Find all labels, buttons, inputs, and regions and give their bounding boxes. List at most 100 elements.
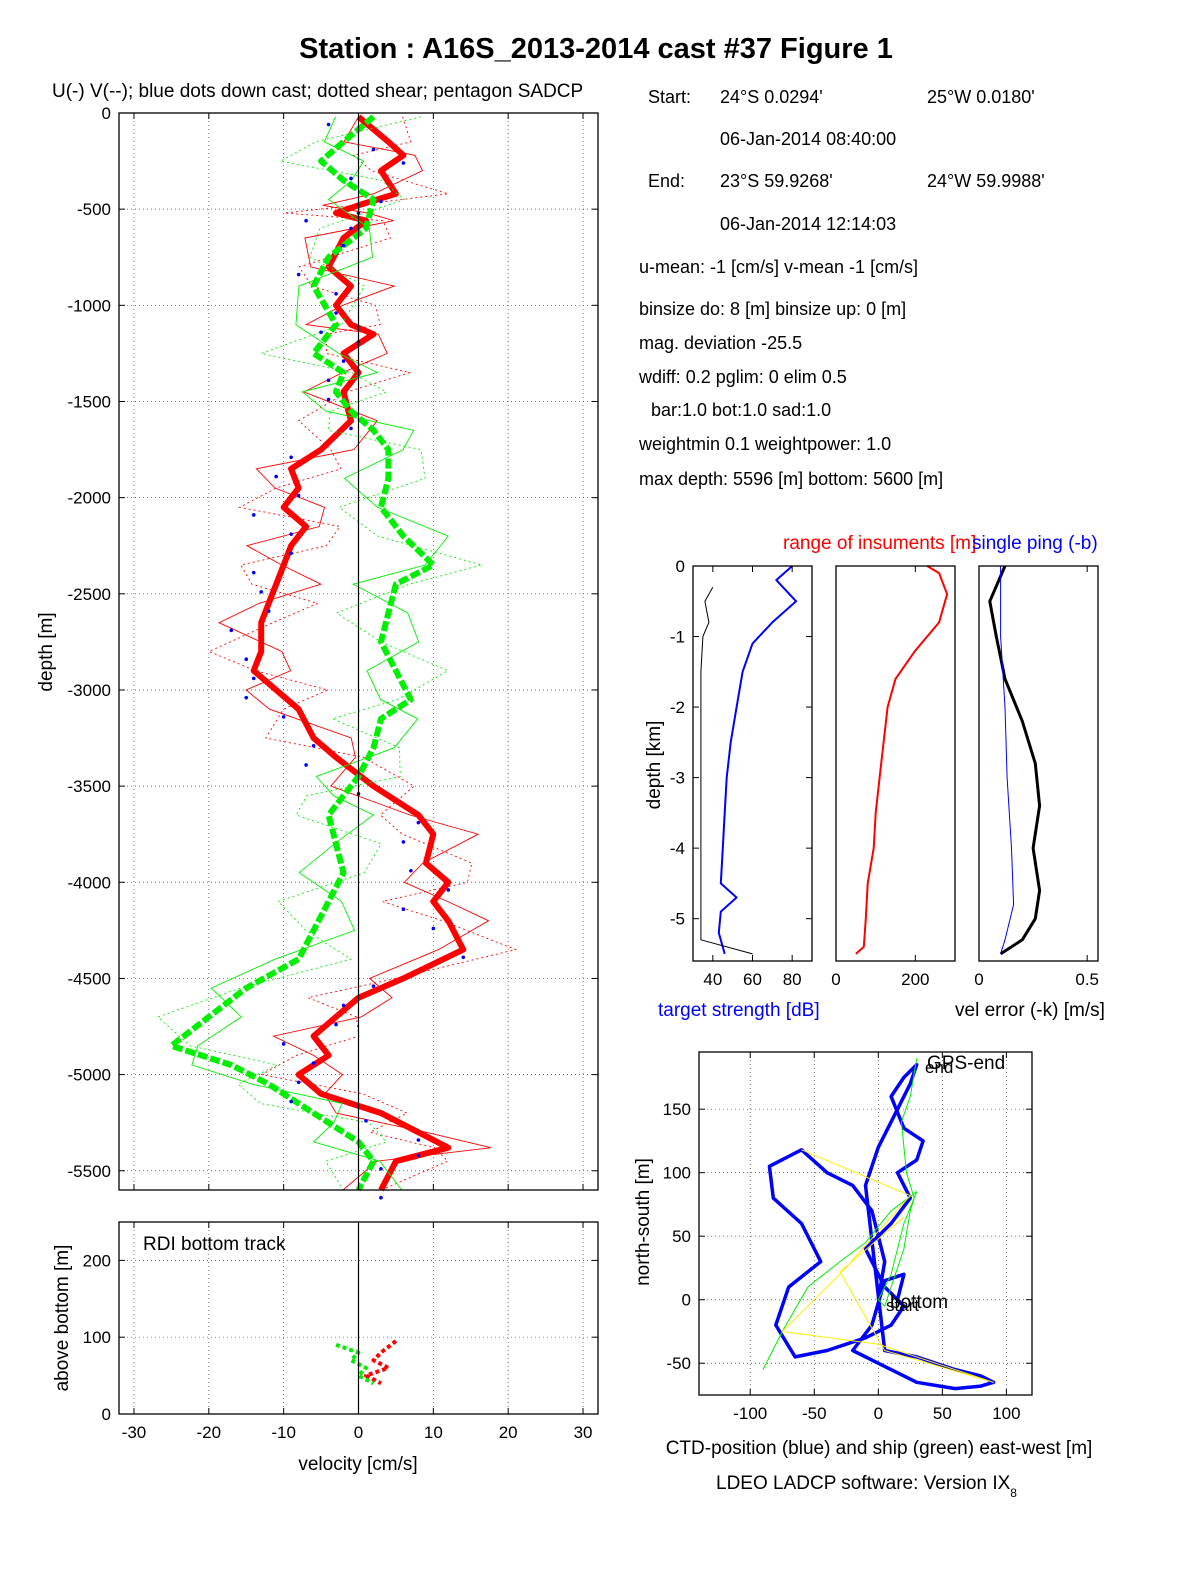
end-lat: 23°S 59.9268' <box>720 171 833 191</box>
start-lon: 25°W 0.0180' <box>927 87 1035 107</box>
down-cast-dot <box>416 1138 421 1142</box>
y-tick-label: -50 <box>666 1354 691 1373</box>
bottom-xlabel: velocity [cm/s] <box>298 1454 417 1475</box>
target-strength-ylabel: depth [km] <box>644 721 665 810</box>
weight-text: weightmin 0.1 weightpower: 1.0 <box>638 434 891 454</box>
series-line-u <box>250 114 467 1192</box>
down-cast-dot <box>304 218 308 223</box>
x-tick-label: -30 <box>122 1423 147 1442</box>
annotation-gps-end: GPS-end <box>927 1053 1005 1074</box>
x-tick-label: 0.5 <box>1075 970 1099 989</box>
y-tick-label: 100 <box>663 1164 691 1183</box>
vel-error-chart: 0 0.5 single ping (-b) vel error (-k) [m/… <box>955 533 1105 1021</box>
y-tick-label: -3000 <box>68 681 111 700</box>
down-cast-dot <box>409 868 413 873</box>
down-cast-dot <box>289 1099 293 1104</box>
start-lat: 24°S 0.0294' <box>720 87 823 107</box>
x-tick-label: -50 <box>802 1404 827 1423</box>
down-cast-dot <box>296 272 301 277</box>
y-tick-label: -5000 <box>68 1066 111 1085</box>
down-cast-dot <box>266 609 271 613</box>
down-cast-dot <box>334 311 338 315</box>
bottom-lines <box>335 1339 398 1386</box>
down-cast-dot <box>281 715 286 719</box>
series-trace-v <box>191 116 449 1191</box>
y-tick-label: -4500 <box>68 969 111 988</box>
down-cast-dot <box>289 532 293 536</box>
down-cast-dot <box>251 676 256 681</box>
series-line-range <box>855 565 949 955</box>
y-tick-label: 0 <box>682 1291 691 1310</box>
y-tick-label: -5500 <box>68 1162 111 1181</box>
down-cast-dot <box>349 176 353 181</box>
down-cast-dot <box>416 1153 421 1158</box>
down-cast-dot <box>296 1080 301 1085</box>
vel-error-frame <box>978 565 1099 962</box>
down-cast-dot <box>281 1042 286 1046</box>
x-tick-label: 30 <box>574 1423 593 1442</box>
velocity-lines <box>157 114 518 1200</box>
vel-error-xlabel: vel error (-k) [m/s] <box>955 1000 1105 1021</box>
bottom-ylabel: above bottom [m] <box>52 1245 73 1392</box>
down-cast-dot <box>371 147 376 152</box>
velocity-ylabel: depth [m] <box>36 612 57 691</box>
series-trace-u <box>207 116 518 1191</box>
bar-text: bar:1.0 bot:1.0 sad:1.0 <box>651 400 831 420</box>
down-cast-dot <box>364 1118 368 1123</box>
y-tick-label: 0 <box>102 104 111 123</box>
y-tick-label: -1000 <box>68 296 111 315</box>
range-title: range of insuments [m] <box>783 533 976 554</box>
down-cast-dot <box>446 888 451 892</box>
down-cast-dot <box>289 551 293 556</box>
y-tick-label: -4000 <box>68 873 111 892</box>
down-cast-dot <box>319 330 323 335</box>
down-cast-dot <box>371 984 376 988</box>
series-line-ship <box>762 1058 918 1370</box>
y-tick-label: -2500 <box>68 585 111 604</box>
velocity-profile-chart: 0 -500 -1000 -1500 -2000 -2500 -3000 -3500 -4000… <box>36 81 599 1200</box>
y-tick-label: 150 <box>663 1100 691 1119</box>
magdev-text: mag. deviation -25.5 <box>639 333 802 353</box>
y-tick-label: -2000 <box>68 489 111 508</box>
down-cast-dot <box>379 199 383 204</box>
down-cast-dot <box>349 226 353 231</box>
bottom-track-label: RDI bottom track <box>143 1234 286 1255</box>
down-cast-dot <box>244 657 249 661</box>
down-cast-dot <box>311 743 316 748</box>
x-tick-label: 0 <box>831 970 840 989</box>
x-tick-label: 100 <box>992 1404 1020 1423</box>
wdiff-text: wdiff: 0.2 pglim: 0 elim 0.5 <box>638 367 847 387</box>
series-line-strength <box>717 565 798 955</box>
software-footer-sub: 8 <box>1010 1486 1017 1500</box>
series-line-v <box>168 114 437 1192</box>
y-tick-label: -3 <box>670 769 685 788</box>
x-tick-label: -20 <box>197 1423 222 1442</box>
down-cast-dot <box>259 590 264 594</box>
end-time: 06-Jan-2014 12:14:03 <box>720 214 896 234</box>
down-cast-dot <box>401 907 406 912</box>
x-tick-label: 60 <box>743 970 762 989</box>
series-trace-v <box>157 116 484 1191</box>
annotation-start: start <box>886 1296 919 1315</box>
series-line-single-ping <box>1000 566 1015 955</box>
bottom-track-chart: -30 -20 -10 0 10 20 30 0 100 200 RDI bottom track… <box>52 1221 599 1475</box>
down-cast-dot <box>461 955 466 960</box>
means-text: u-mean: -1 [cm/s] v-mean -1 [cm/s] <box>639 257 918 277</box>
y-tick-label: -5 <box>670 910 685 929</box>
down-cast-dot <box>251 513 256 517</box>
down-cast-dot <box>431 926 436 931</box>
down-cast-dot <box>401 840 406 844</box>
y-tick-label: -1500 <box>68 392 111 411</box>
series-line-ship-track <box>781 1149 995 1383</box>
series-line-ctd <box>767 1062 996 1391</box>
down-cast-dot <box>341 359 346 363</box>
position-xlabel: CTD-position (blue) and ship (green) eas… <box>666 1438 1093 1459</box>
velocity-ticks: 0 -500 -1000 -1500 -2000 -2500 -3000 -3500 -4000… <box>68 104 598 1190</box>
bottom-ticks: -30 -20 -10 0 10 20 30 0 100 200 <box>83 1222 598 1442</box>
down-cast-dot <box>334 291 338 296</box>
y-tick-label: -2 <box>670 698 685 717</box>
down-cast-dot <box>416 820 421 825</box>
x-tick-label: 200 <box>901 970 929 989</box>
y-tick-label: -3500 <box>68 777 111 796</box>
annotation-end: end <box>925 1058 953 1077</box>
